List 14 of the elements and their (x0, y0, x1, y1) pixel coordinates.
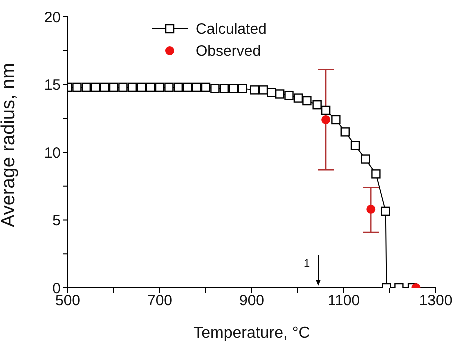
y-tick-label: 20 (44, 9, 61, 26)
x-tick-label: 1300 (419, 292, 453, 310)
y-axis-title: Average radius, nm (0, 63, 20, 228)
x-axis-title: Temperature, °C (194, 325, 310, 342)
y-tick-label: 10 (44, 144, 61, 162)
legend-label: Observed (196, 42, 262, 60)
annotation: 1 (304, 258, 310, 270)
y-tick-label: 5 (52, 212, 61, 230)
x-tick-label: 700 (147, 292, 173, 310)
x-tick-label: 900 (239, 292, 265, 310)
x-tick-label: 1100 (328, 292, 360, 310)
legend-label: Calculated (196, 20, 267, 38)
y-tick-label: 15 (44, 77, 61, 94)
x-tick-label: 500 (55, 292, 81, 310)
